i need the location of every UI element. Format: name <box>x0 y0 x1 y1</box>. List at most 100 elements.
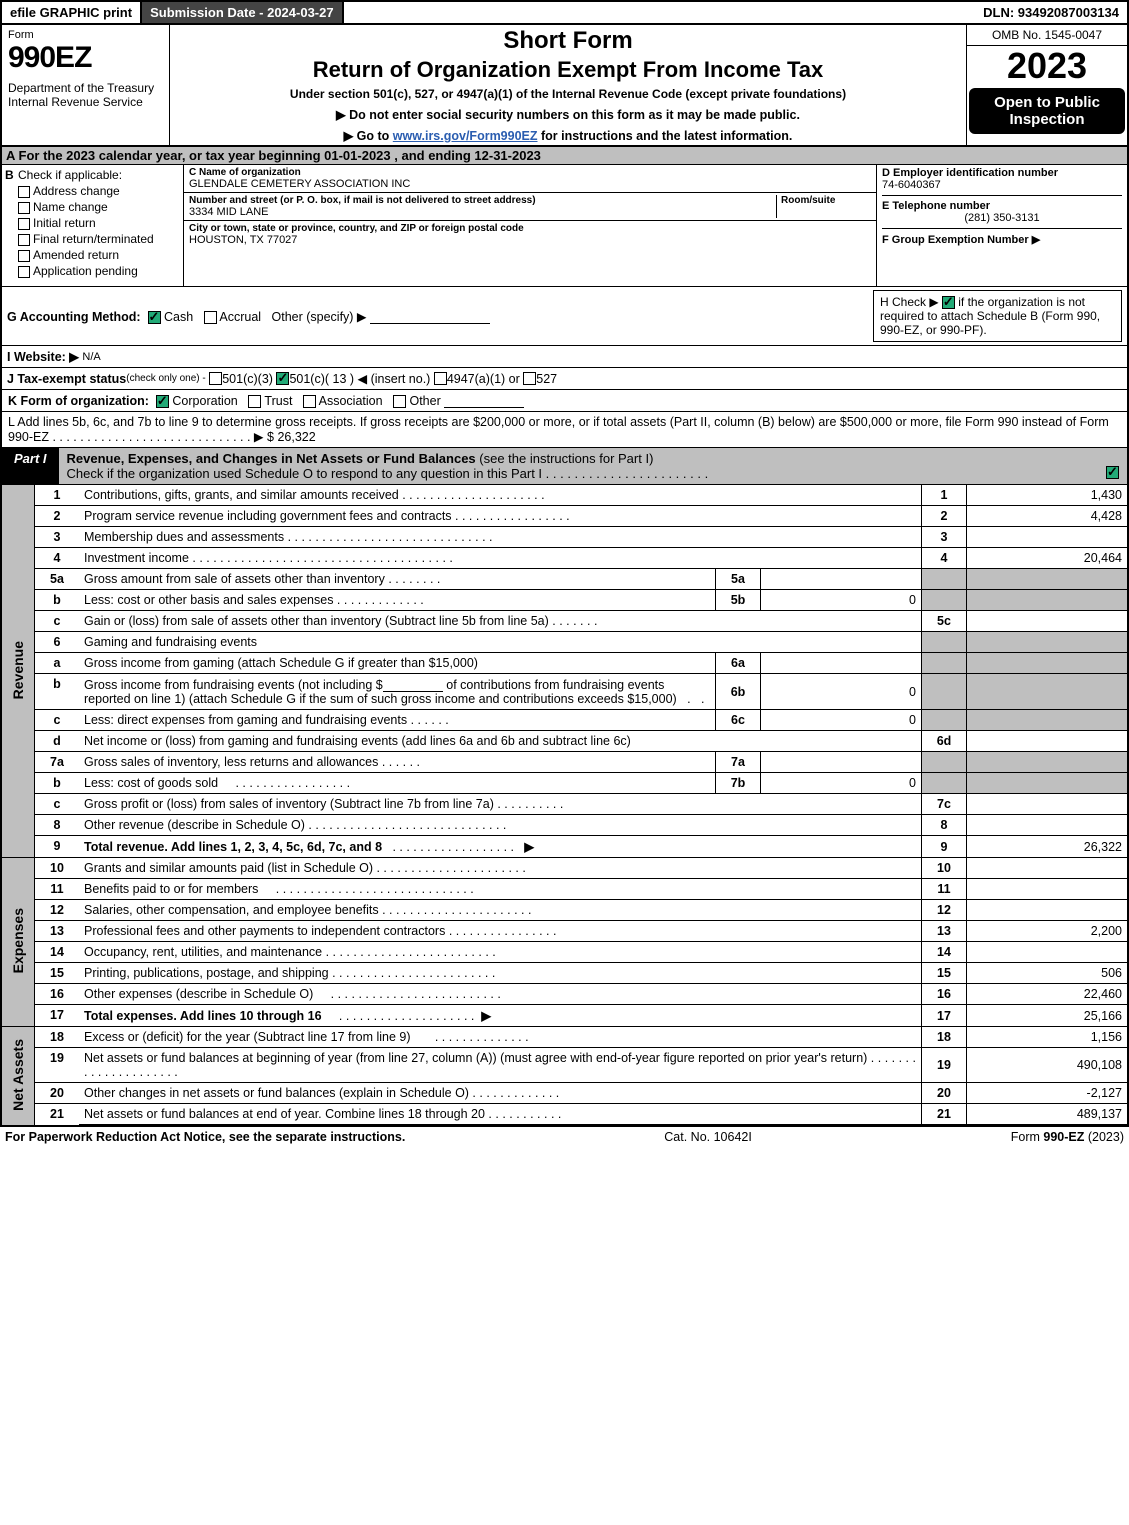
org-name: GLENDALE CEMETERY ASSOCIATION INC <box>189 178 871 190</box>
chk-501c3[interactable] <box>209 372 222 385</box>
topbar-spacer <box>344 2 976 23</box>
side-revenue: Revenue <box>1 485 35 858</box>
c-street-label: Number and street (or P. O. box, if mail… <box>189 195 776 206</box>
f-label: F Group Exemption Number ▶ <box>882 234 1040 246</box>
val-6d <box>967 731 1129 752</box>
val-6b: 0 <box>761 674 922 710</box>
chk-4947[interactable] <box>434 372 447 385</box>
lines-table: Revenue 1 Contributions, gifts, grants, … <box>0 485 1129 1126</box>
column-c: C Name of organization GLENDALE CEMETERY… <box>184 165 877 286</box>
d-label: D Employer identification number <box>882 167 1122 179</box>
val-19: 490,108 <box>967 1048 1129 1083</box>
side-netassets: Net Assets <box>1 1027 35 1126</box>
chk-assoc[interactable] <box>303 395 316 408</box>
main-title: Return of Organization Exempt From Incom… <box>178 57 958 83</box>
row-a: A For the 2023 calendar year, or tax yea… <box>0 147 1129 165</box>
footer: For Paperwork Reduction Act Notice, see … <box>0 1126 1129 1147</box>
omb-number: OMB No. 1545-0047 <box>967 25 1127 46</box>
val-7b: 0 <box>761 773 922 794</box>
part1-title: Revenue, Expenses, and Changes in Net As… <box>59 448 1127 484</box>
sec-e: E Telephone number (281) 350-3131 <box>882 200 1122 229</box>
other-specify[interactable] <box>370 309 490 324</box>
chk-application-pending[interactable]: Application pending <box>18 264 178 278</box>
val-18: 1,156 <box>967 1027 1129 1048</box>
c-city-label: City or town, state or province, country… <box>189 223 871 234</box>
chk-501c[interactable] <box>276 372 289 385</box>
header-left: Form 990EZ Department of the Treasury In… <box>2 25 170 145</box>
chk-h[interactable] <box>942 296 955 309</box>
chk-other-org[interactable] <box>393 395 406 408</box>
l-amount: 26,322 <box>277 430 315 444</box>
b-label: B <box>5 168 14 182</box>
k-label: K Form of organization: <box>8 394 149 408</box>
part1-subtitle: Check if the organization used Schedule … <box>67 466 543 481</box>
ln-1: 1 <box>35 485 80 506</box>
chk-cash[interactable] <box>148 311 161 324</box>
footer-right: Form 990-EZ (2023) <box>1011 1130 1124 1144</box>
val-3 <box>967 527 1129 548</box>
val-5c <box>967 611 1129 632</box>
val-21: 489,137 <box>967 1104 1129 1126</box>
val-8 <box>967 815 1129 836</box>
website-value: N/A <box>82 351 100 363</box>
header-right: OMB No. 1545-0047 2023 Open to Public In… <box>966 25 1127 145</box>
row-h: H Check ▶ if the organization is not req… <box>873 290 1122 342</box>
j-label: J Tax-exempt status <box>7 372 126 386</box>
dept-label: Department of the Treasury Internal Reve… <box>8 81 163 109</box>
dln-label: DLN: 93492087003134 <box>975 2 1127 23</box>
chk-accrual[interactable] <box>204 311 217 324</box>
instruction-link-row: ▶ Go to www.irs.gov/Form990EZ for instru… <box>178 128 958 143</box>
blank-6b[interactable] <box>383 677 443 692</box>
chk-527[interactable] <box>523 372 536 385</box>
other-org-blank[interactable] <box>444 393 524 408</box>
form-word: Form <box>8 29 163 41</box>
val-16: 22,460 <box>967 984 1129 1005</box>
chk-trust[interactable] <box>248 395 261 408</box>
subtitle: Under section 501(c), 527, or 4947(a)(1)… <box>178 87 958 101</box>
val-2: 4,428 <box>967 506 1129 527</box>
cell-street: Number and street (or P. O. box, if mail… <box>184 193 876 221</box>
instr2-pre: ▶ Go to <box>344 129 393 143</box>
efile-label[interactable]: efile GRAPHIC print <box>2 2 142 23</box>
sec-d: D Employer identification number 74-6040… <box>882 167 1122 196</box>
chk-corp[interactable] <box>156 395 169 408</box>
chk-final-return[interactable]: Final return/terminated <box>18 232 178 246</box>
irs-link[interactable]: www.irs.gov/Form990EZ <box>393 129 538 143</box>
part1-title-bold: Revenue, Expenses, and Changes in Net As… <box>67 451 476 466</box>
l-arrow: ▶ $ <box>254 430 274 444</box>
footer-mid: Cat. No. 10642I <box>664 1130 752 1144</box>
val-20: -2,127 <box>967 1083 1129 1104</box>
val-13: 2,200 <box>967 921 1129 942</box>
val-15: 506 <box>967 963 1129 984</box>
chk-amended-return[interactable]: Amended return <box>18 248 178 262</box>
row-a-text: A For the 2023 calendar year, or tax yea… <box>6 148 541 163</box>
submission-date: Submission Date - 2024-03-27 <box>142 2 344 23</box>
val-12 <box>967 900 1129 921</box>
val-6c: 0 <box>761 710 922 731</box>
short-form-title: Short Form <box>178 27 958 55</box>
val-10 <box>967 858 1129 879</box>
ein-value: 74-6040367 <box>882 179 1122 191</box>
chk-part1-scho[interactable] <box>1106 466 1119 479</box>
footer-left: For Paperwork Reduction Act Notice, see … <box>5 1130 405 1144</box>
cell-name: C Name of organization GLENDALE CEMETERY… <box>184 165 876 193</box>
val-11 <box>967 879 1129 900</box>
part1-tab: Part I <box>2 448 59 484</box>
j-sub: (check only one) - <box>126 373 205 384</box>
sec-f: F Group Exemption Number ▶ <box>882 233 1122 246</box>
chk-initial-return[interactable]: Initial return <box>18 216 178 230</box>
c-name-label: C Name of organization <box>189 167 871 178</box>
chk-name-change[interactable]: Name change <box>18 200 178 214</box>
chk-address-change[interactable]: Address change <box>18 184 178 198</box>
rows-ghij: G Accounting Method: Cash Accrual Other … <box>0 287 1129 390</box>
side-expenses: Expenses <box>1 858 35 1027</box>
instr2-post: for instructions and the latest informat… <box>538 129 793 143</box>
tax-year: 2023 <box>967 46 1127 86</box>
c-room-label: Room/suite <box>781 195 871 206</box>
val-9: 26,322 <box>967 836 1129 858</box>
row-i: I Website: ▶ N/A <box>2 345 1127 367</box>
row-g-h: G Accounting Method: Cash Accrual Other … <box>2 287 1127 345</box>
column-cdef: C Name of organization GLENDALE CEMETERY… <box>184 165 1127 286</box>
header-mid: Short Form Return of Organization Exempt… <box>170 25 966 145</box>
column-b: B Check if applicable: Address change Na… <box>2 165 184 286</box>
